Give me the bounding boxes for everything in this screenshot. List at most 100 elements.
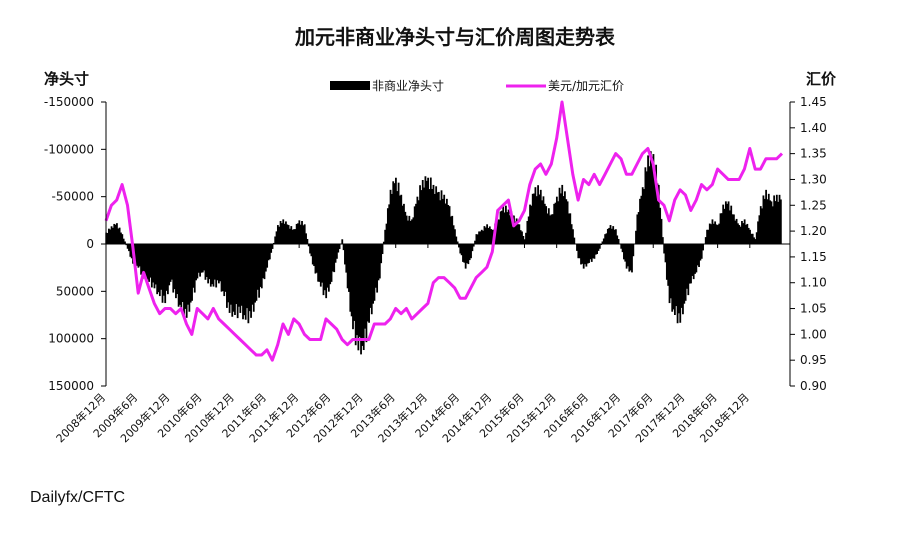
net-position-bar [173,244,176,290]
net-position-bar [537,185,539,244]
net-position-bar [644,167,647,244]
net-position-bar [189,244,192,303]
net-position-bar [423,187,425,244]
net-position-bar [183,244,185,319]
right-axis-label: 汇价 [806,70,837,88]
net-position-bar [169,244,172,282]
net-position-bar [191,244,193,301]
net-position-bar [255,244,258,301]
net-position-bar [572,229,574,244]
net-position-bar [352,244,354,330]
net-position-bar [200,244,203,273]
net-position-bar [307,244,310,247]
net-position-bar [684,244,687,301]
net-position-bar [311,244,314,265]
net-position-bar [180,244,183,311]
net-position-bar [266,244,269,268]
net-position-bar [686,244,688,289]
legend-bar-swatch [330,81,370,90]
net-position-bar [720,213,723,244]
left-tick-label: 0 [86,237,94,251]
net-position-bar [514,221,517,244]
net-position-bar [396,191,399,244]
net-position-bar [549,215,552,244]
net-position-bar [437,191,440,244]
net-position-bar [122,238,125,244]
net-position-bar [140,244,142,275]
right-tick-label: 1.45 [800,95,827,109]
net-position-bar [193,244,196,293]
net-position-bar [373,244,376,301]
net-position-bar [440,190,443,244]
net-position-bar [631,244,633,273]
net-position-bar [389,189,392,244]
net-position-bar [317,244,320,282]
net-position-bar [542,196,545,244]
net-position-bar [482,230,484,244]
net-position-bar [468,244,471,261]
net-position-bar [404,211,407,244]
net-position-bar [699,244,702,261]
net-position-bar [698,244,700,268]
net-position-bar [436,192,439,244]
net-position-bar [224,244,227,292]
net-position-bar [444,203,447,244]
net-position-bar [431,188,434,244]
net-position-bar [653,173,656,244]
net-position-bar [268,244,271,260]
net-position-bar [472,244,475,247]
net-position-bar [134,244,137,267]
net-position-bar [203,244,206,271]
net-position-bar [647,155,649,244]
net-position-bar [610,228,613,244]
net-position-bar [380,244,383,264]
net-position-bar [287,225,290,244]
net-position-bar [388,204,391,244]
net-position-bar [408,215,411,244]
net-position-bar [539,189,542,244]
net-position-bar [593,244,596,259]
net-position-bar [136,244,138,266]
net-position-bar [525,232,527,244]
net-position-bar [310,244,313,257]
net-position-bar [344,244,346,265]
net-position-bar [458,244,460,248]
net-position-bar [142,244,145,279]
left-tick-label: -100000 [44,142,94,156]
net-position-bar [415,203,417,244]
net-position-bar [230,244,232,305]
net-position-bar [667,244,670,286]
net-position-bar [262,244,265,279]
net-position-bar [523,239,526,244]
net-position-bar [747,227,750,244]
net-position-bar [773,195,776,244]
net-position-bar [551,214,554,244]
net-position-bar [450,216,452,244]
net-position-bar [181,244,184,303]
net-position-bar [590,244,593,262]
plot-frame [105,102,791,386]
net-position-bar [259,244,262,287]
net-position-bar [399,195,401,244]
net-position-bar [148,244,151,282]
net-position-bar [661,237,664,244]
net-position-bar [299,224,302,244]
right-tick-label: 1.35 [800,147,827,161]
net-position-bar [679,244,682,323]
net-position-bar [522,235,525,244]
net-position-bar [382,241,385,244]
net-position-bar [671,244,674,312]
net-position-bar [281,223,283,244]
net-position-bar [235,244,238,305]
net-position-bar [207,244,210,284]
net-position-bar [247,244,250,324]
net-position-bar [403,203,405,244]
net-position-bar [276,225,279,244]
net-position-bar [655,164,658,244]
net-position-bar [349,244,352,312]
net-position-bar [331,244,334,272]
net-position-bar [260,244,263,289]
net-position-bar [338,244,341,250]
net-position-bar [157,244,160,293]
net-position-bar [734,220,737,244]
